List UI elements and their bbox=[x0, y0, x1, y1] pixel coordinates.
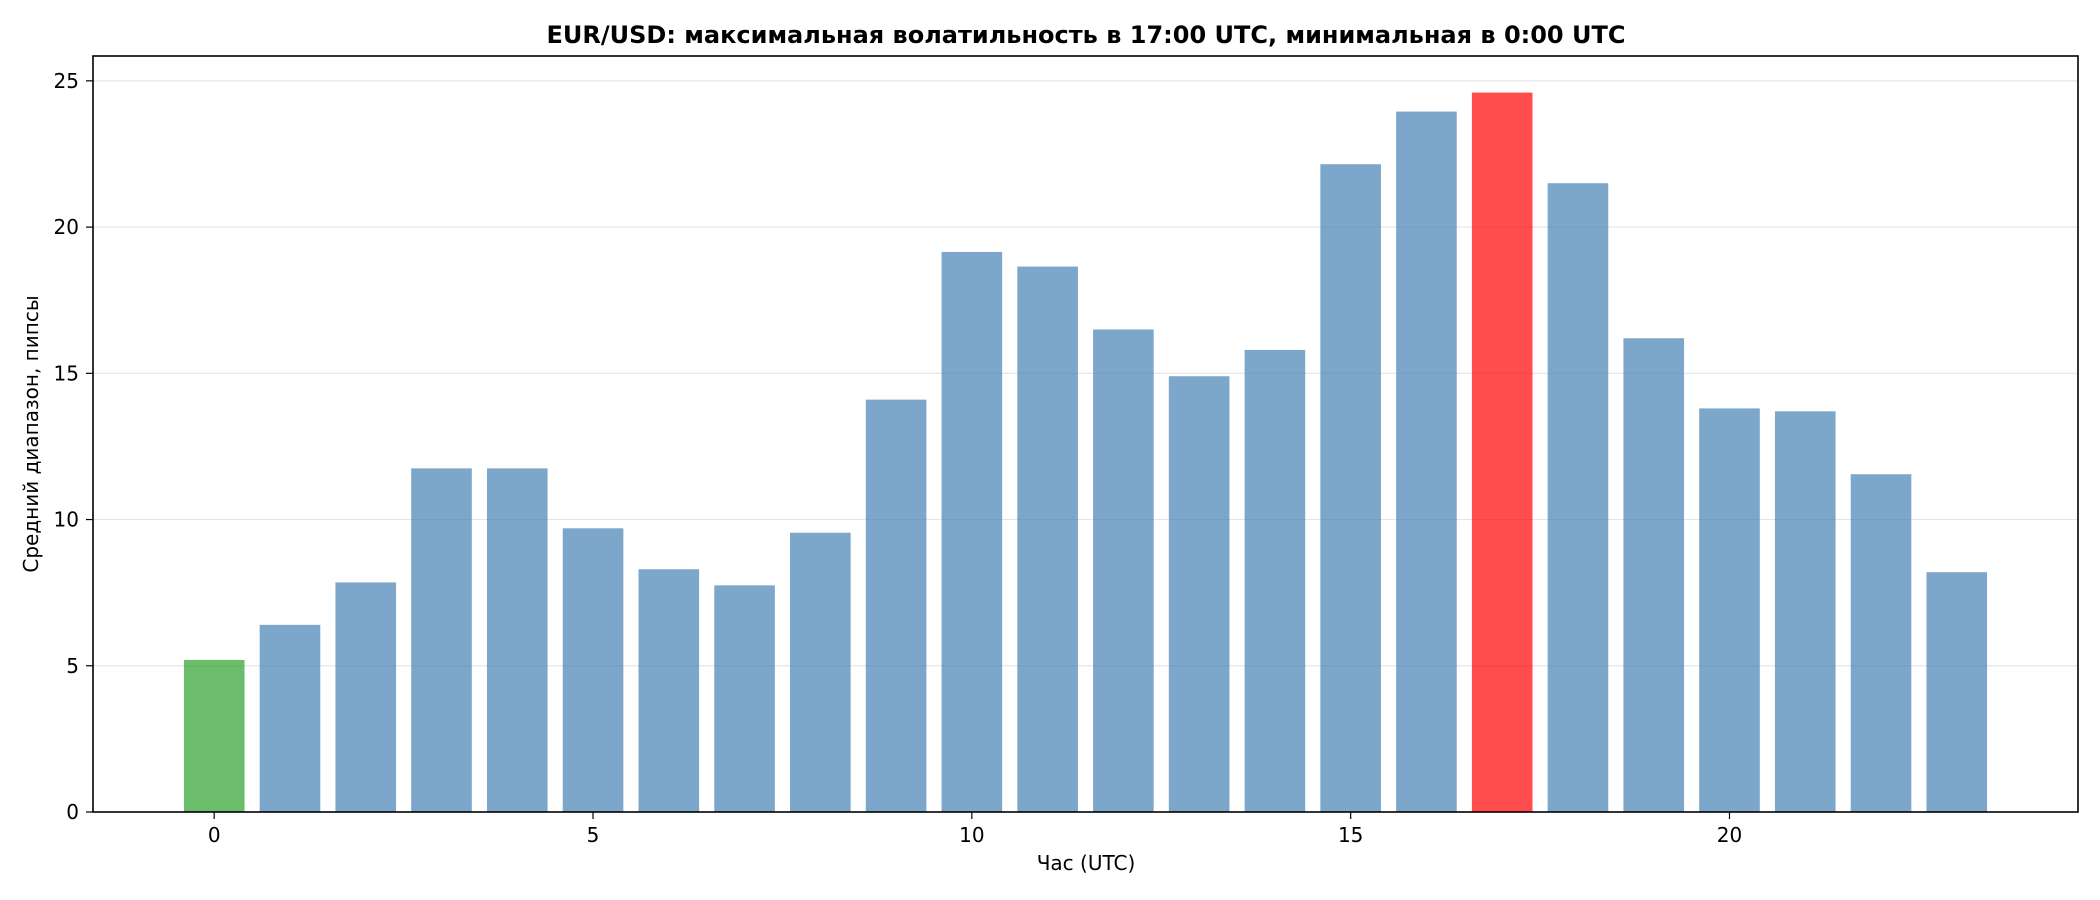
y-tick-label-10: 10 bbox=[54, 508, 79, 532]
chart-title: EUR/USD: максимальная волатильность в 17… bbox=[547, 21, 1626, 49]
y-tick-label-25: 25 bbox=[54, 69, 79, 93]
x-tick-label-10: 10 bbox=[959, 823, 984, 847]
y-axis-label: Средний диапазон, пипсы bbox=[19, 295, 43, 572]
bar-hour-7 bbox=[714, 585, 775, 812]
x-tick-label-0: 0 bbox=[208, 823, 221, 847]
bar-hour-18 bbox=[1547, 183, 1609, 812]
bar-hour-23 bbox=[1926, 572, 1988, 812]
bar-hour-10 bbox=[941, 251, 1003, 812]
bar-hour-19 bbox=[1623, 338, 1685, 812]
bar-hour-22 bbox=[1850, 474, 1912, 812]
y-tick-label-0: 0 bbox=[66, 800, 79, 824]
bar-hour-3 bbox=[411, 468, 472, 812]
bar-hour-8 bbox=[790, 532, 851, 812]
bar-hour-5 bbox=[562, 528, 624, 812]
x-tick-label-5: 5 bbox=[587, 823, 600, 847]
y-tick-label-20: 20 bbox=[54, 215, 79, 239]
bar-hour-2 bbox=[335, 582, 397, 812]
bar-hour-13 bbox=[1168, 376, 1230, 812]
x-axis-label: Час (UTC) bbox=[1037, 851, 1136, 875]
bar-hour-9 bbox=[865, 399, 927, 812]
bars bbox=[183, 92, 1988, 813]
bar-hour-6 bbox=[638, 569, 700, 812]
y-tick-label-15: 15 bbox=[54, 361, 79, 385]
x-axis-ticks: 0 5 10 15 20 bbox=[208, 812, 1742, 847]
x-tick-label-15: 15 bbox=[1338, 823, 1363, 847]
y-axis-ticks: 0 5 10 15 20 25 bbox=[54, 69, 93, 824]
bar-hour-1 bbox=[259, 624, 321, 812]
y-tick-label-5: 5 bbox=[66, 654, 79, 678]
bar-hour-20 bbox=[1699, 408, 1760, 812]
x-tick-label-20: 20 bbox=[1717, 823, 1742, 847]
bar-hour-21 bbox=[1774, 411, 1836, 812]
bar-hour-4 bbox=[486, 468, 548, 812]
bar-hour-11 bbox=[1017, 266, 1078, 812]
plot-frame bbox=[92, 55, 2079, 813]
bar-hour-17-max bbox=[1471, 92, 1533, 812]
bar-hour-16 bbox=[1396, 111, 1457, 813]
bar-hour-12 bbox=[1093, 329, 1154, 812]
bar-hour-14 bbox=[1244, 349, 1306, 812]
bar-hour-15 bbox=[1320, 164, 1381, 813]
bar-hour-0-min bbox=[183, 659, 245, 812]
